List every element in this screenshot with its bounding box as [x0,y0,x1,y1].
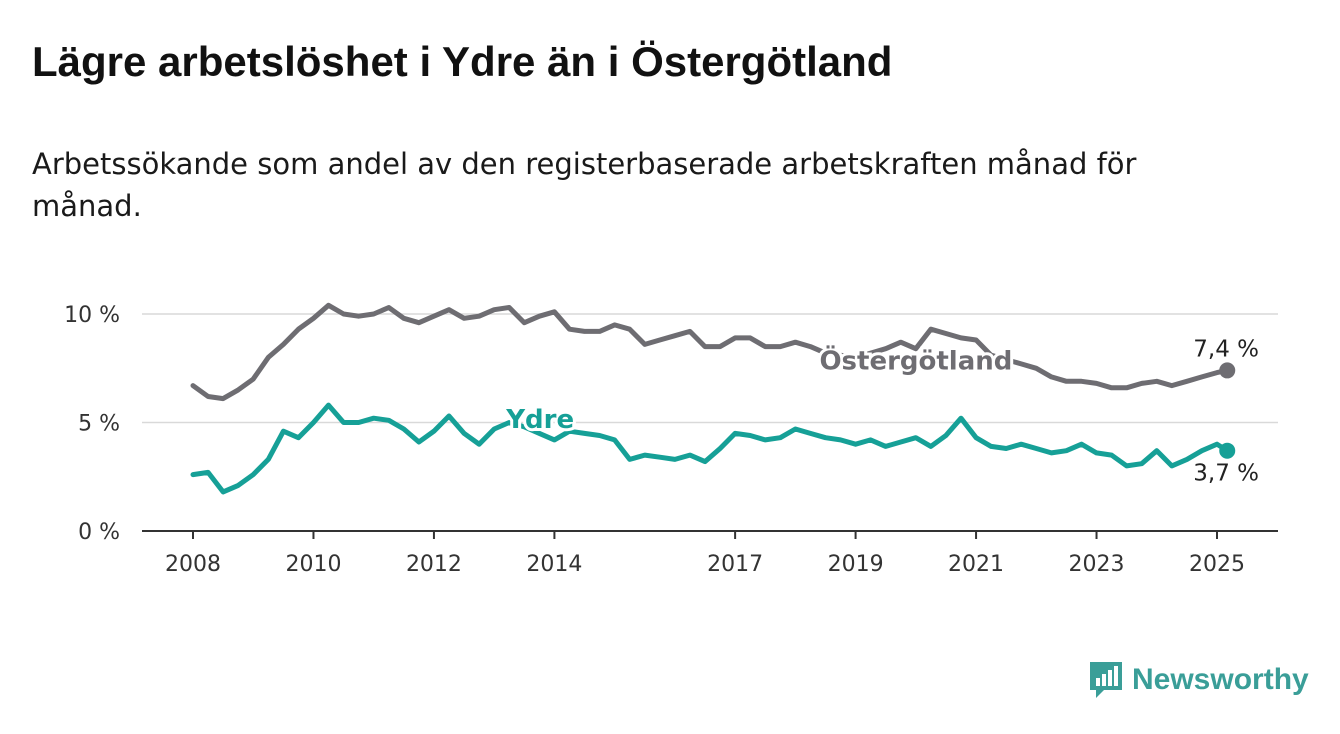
end-value-label-ostergotland: 7,4 % [1193,336,1259,362]
end-point-ostergotland [1219,362,1236,379]
brand-logo[interactable]: Newsworthy [1088,660,1309,700]
x-tick-label: 2010 [285,552,341,577]
newsworthy-logo-icon [1090,662,1122,698]
y-tick-label: 5 % [78,412,120,437]
end-point-ydre [1219,442,1236,459]
x-tick-label: 2025 [1189,552,1245,577]
y-tick-label: 0 % [78,520,120,545]
x-tick-label: 2019 [828,552,884,577]
x-tick-label: 2014 [526,552,582,577]
chart-subtitle: Arbetssökande som andel av den registerb… [32,147,1137,223]
brand-name: Newsworthy [1132,663,1309,696]
end-value-label-ydre: 3,7 % [1193,461,1259,487]
x-tick-label: 2017 [707,552,763,577]
series-label-ostergotland: Östergötland [819,343,1012,376]
x-tick-label: 2012 [406,552,462,577]
x-tick-label: 2023 [1069,552,1125,577]
chart-title: Lägre arbetslöshet i Ydre än i Östergötl… [32,38,893,85]
series-line-ostergotland [190,302,1230,402]
series-label-ydre: Ydre [505,405,574,435]
x-tick-label: 2021 [948,552,1004,577]
series-line-ydre [190,402,1230,495]
y-tick-label: 10 % [64,303,120,328]
x-tick-label: 2008 [165,552,221,577]
